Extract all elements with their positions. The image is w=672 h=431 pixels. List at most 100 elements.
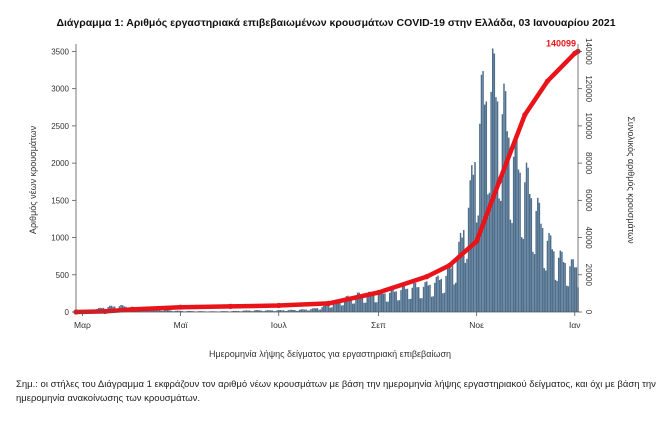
bar-2020-07-29 bbox=[323, 305, 325, 312]
bar-2020-10-03 bbox=[429, 284, 431, 312]
y-tick-label-1500: 1500 bbox=[51, 196, 69, 205]
bar-2020-11-26 bbox=[516, 140, 518, 312]
bar-2020-12-03 bbox=[527, 167, 529, 312]
x-tick-label-2020-11-01: Νοε bbox=[469, 320, 484, 330]
bar-2020-11-27 bbox=[517, 169, 520, 312]
bar-2020-04-19 bbox=[160, 310, 163, 312]
bar-2020-10-02 bbox=[427, 285, 430, 312]
y2-tick-label-100000: 100000 bbox=[584, 113, 593, 140]
bar-2020-07-12 bbox=[295, 310, 298, 312]
bar-2020-10-25 bbox=[464, 262, 467, 312]
bar-2020-07-16 bbox=[302, 309, 304, 312]
bar-2020-10-15 bbox=[448, 264, 451, 312]
bar-2020-08-05 bbox=[334, 300, 336, 312]
bar-2020-06-20 bbox=[260, 310, 262, 312]
bar-2020-12-21 bbox=[556, 281, 558, 312]
y-tick-label-3500: 3500 bbox=[51, 47, 69, 56]
bar-2020-12-08 bbox=[535, 210, 537, 312]
bar-2020-10-20 bbox=[456, 255, 459, 312]
bar-2020-08-21 bbox=[360, 295, 362, 312]
bar-2020-12-30 bbox=[570, 259, 573, 312]
bar-2020-04-18 bbox=[158, 309, 161, 312]
cumulative-point-2020-08-01 bbox=[326, 300, 332, 306]
bar-2020-09-17 bbox=[403, 285, 405, 312]
bar-2020-11-30 bbox=[522, 238, 525, 312]
bar-2020-11-19 bbox=[504, 91, 507, 312]
bar-2020-10-07 bbox=[435, 276, 438, 312]
y-tick-label-3000: 3000 bbox=[51, 85, 69, 94]
bar-2020-07-05 bbox=[284, 311, 286, 312]
bar-2020-07-23 bbox=[313, 308, 315, 312]
bar-2020-11-06 bbox=[483, 104, 486, 313]
x-tick-label-2021-01-01: Ιαν bbox=[569, 320, 581, 330]
bar-2020-06-15 bbox=[252, 311, 254, 312]
bar-2020-07-08 bbox=[289, 309, 291, 312]
bar-2020-10-01 bbox=[426, 281, 428, 312]
bar-2020-11-28 bbox=[519, 172, 521, 312]
bar-2020-05-13 bbox=[199, 311, 201, 312]
bar-2020-07-24 bbox=[315, 308, 317, 312]
bar-2020-09-30 bbox=[424, 282, 426, 312]
bar-2020-10-22 bbox=[459, 232, 462, 312]
bar-2020-12-02 bbox=[525, 162, 528, 312]
bar-2020-08-18 bbox=[355, 296, 357, 312]
bar-2020-04-28 bbox=[175, 310, 177, 312]
bar-2020-06-14 bbox=[250, 311, 253, 312]
bar-2020-12-29 bbox=[569, 266, 571, 312]
bar-2020-07-27 bbox=[319, 309, 322, 312]
bar-2020-10-14 bbox=[446, 268, 449, 312]
bar-2020-09-11 bbox=[393, 291, 396, 312]
bar-2020-09-08 bbox=[389, 292, 391, 312]
bar-2020-05-06 bbox=[187, 310, 190, 312]
bar-2020-06-11 bbox=[245, 310, 248, 312]
bar-2020-09-16 bbox=[401, 285, 404, 312]
bar-2020-06-28 bbox=[273, 311, 275, 312]
footnote: Σημ.: οι στήλες του Διάγραμμα 1 εκφράζου… bbox=[16, 379, 656, 404]
bar-2020-07-25 bbox=[316, 308, 319, 312]
bar-2020-06-04 bbox=[234, 310, 237, 312]
y-tick-label-2000: 2000 bbox=[51, 159, 69, 168]
bar-2020-12-18 bbox=[551, 249, 553, 312]
bar-2020-09-15 bbox=[400, 290, 402, 312]
bar-2020-09-05 bbox=[384, 293, 386, 312]
bar-2020-08-27 bbox=[369, 291, 372, 312]
bar-2020-05-14 bbox=[200, 311, 203, 312]
bar-2020-07-18 bbox=[305, 309, 307, 312]
bar-2020-12-26 bbox=[564, 263, 566, 312]
bar-2020-05-07 bbox=[189, 310, 191, 312]
x-tick-label-2020-07-01: Ιουλ bbox=[271, 320, 288, 330]
bar-2020-12-28 bbox=[567, 286, 570, 312]
bar-2020-11-04 bbox=[480, 74, 483, 312]
bar-2020-06-26 bbox=[269, 310, 272, 312]
bar-2020-10-24 bbox=[463, 230, 465, 312]
cumulative-point-2020-12-15 bbox=[544, 78, 551, 84]
bar-2020-09-10 bbox=[392, 288, 394, 312]
bar-2020-09-04 bbox=[382, 293, 385, 312]
bar-2020-06-29 bbox=[274, 311, 277, 312]
bar-2020-10-18 bbox=[453, 284, 455, 312]
bar-2020-11-03 bbox=[479, 123, 481, 312]
bar-2020-12-22 bbox=[557, 257, 560, 312]
bar-2020-08-02 bbox=[329, 307, 331, 312]
bar-2020-08-20 bbox=[358, 292, 360, 312]
bar-2020-04-21 bbox=[163, 310, 166, 312]
bar-2020-06-13 bbox=[249, 310, 251, 312]
bar-2020-09-06 bbox=[385, 301, 388, 312]
bar-2020-05-30 bbox=[226, 311, 228, 312]
bar-2020-07-04 bbox=[282, 310, 285, 312]
y2-tick-label-60000: 60000 bbox=[584, 189, 593, 212]
bar-2020-08-30 bbox=[374, 302, 377, 312]
bar-2020-11-15 bbox=[498, 198, 500, 312]
bar-2020-12-06 bbox=[532, 251, 534, 312]
bar-2020-11-17 bbox=[501, 114, 504, 312]
bar-2020-10-09 bbox=[438, 280, 441, 312]
bar-2020-08-12 bbox=[345, 296, 348, 312]
bar-2020-11-11 bbox=[491, 48, 494, 312]
bar-2020-06-16 bbox=[253, 310, 256, 312]
bar-2020-11-24 bbox=[512, 156, 515, 312]
bar-2020-11-05 bbox=[482, 71, 484, 312]
bar-2020-06-09 bbox=[242, 310, 245, 312]
bar-2020-06-02 bbox=[231, 311, 233, 312]
bar-2020-08-10 bbox=[342, 305, 344, 312]
cumulative-point-2020-07-01 bbox=[276, 302, 282, 309]
